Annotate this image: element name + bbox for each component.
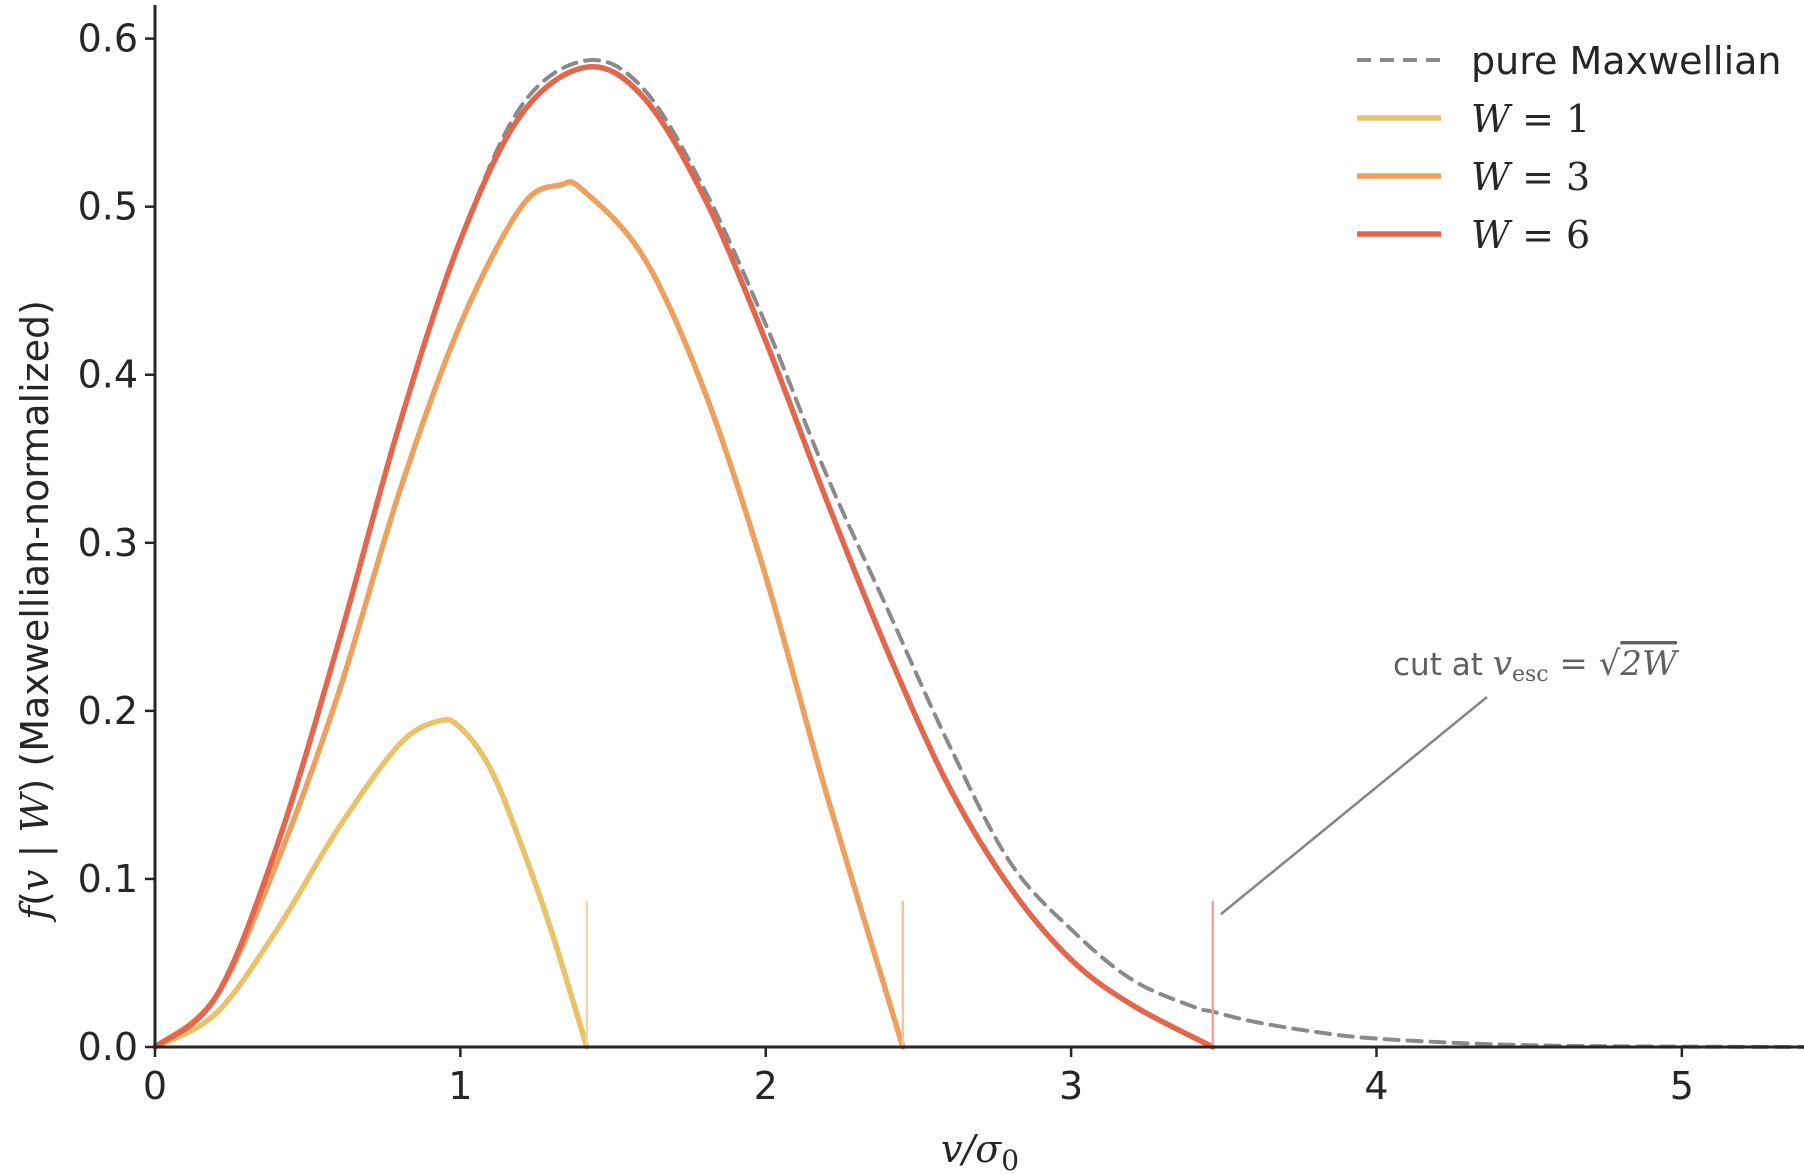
legend-item: W = 6 xyxy=(1357,213,1590,257)
legend-item: W = 3 xyxy=(1357,155,1590,199)
y-tick-label: 0.2 xyxy=(78,689,138,733)
series-line-w-6 xyxy=(152,64,1216,1050)
series-line-w-1 xyxy=(152,716,590,1050)
x-tick-label: 2 xyxy=(754,1064,778,1108)
x-tick-label: 0 xyxy=(143,1064,167,1108)
y-tick-label: 0.3 xyxy=(78,521,138,565)
legend: pure Maxwellian W = 1 W = 3 W = 6 xyxy=(1357,39,1782,257)
legend-item: pure Maxwellian xyxy=(1357,39,1782,83)
x-tick-label: 1 xyxy=(448,1064,472,1108)
plot-area xyxy=(152,57,1804,1050)
series-line-pure-maxwellian xyxy=(153,57,1804,1049)
annotation: cut at vesc = √2W xyxy=(1220,644,1680,916)
y-axis-label: f(v | W) (Maxwellian-normalized) xyxy=(13,300,58,923)
y-tick-label: 0.0 xyxy=(78,1025,138,1069)
series-layer xyxy=(152,57,1804,1050)
y-tick-label: 0.4 xyxy=(78,353,138,397)
series-line-w-3 xyxy=(152,179,906,1050)
legend-label: W = 6 xyxy=(1471,213,1590,257)
x-tick-label: 5 xyxy=(1670,1064,1694,1108)
annotation-text: cut at vesc = √2W xyxy=(1393,644,1680,687)
y-axis-ticks: 0.0 0.1 0.2 0.3 0.4 0.5 0.6 xyxy=(78,17,155,1069)
x-axis-label: v/σ0 xyxy=(941,1127,1019,1174)
legend-label: W = 3 xyxy=(1471,155,1590,199)
annotation-arrow xyxy=(1220,696,1488,916)
x-tick-label: 4 xyxy=(1364,1064,1388,1108)
x-axis-ticks: 0 1 2 3 4 5 xyxy=(143,1047,1694,1108)
y-tick-label: 0.5 xyxy=(78,185,138,229)
legend-label: W = 1 xyxy=(1471,97,1590,141)
legend-label: pure Maxwellian xyxy=(1471,39,1782,83)
y-tick-label: 0.6 xyxy=(78,17,138,61)
y-tick-label: 0.1 xyxy=(78,857,138,901)
x-tick-label: 3 xyxy=(1059,1064,1083,1108)
svg-text:f(v | W) (Maxwellian-normaliz: f(v | W) (Maxwellian-normalized) xyxy=(13,300,58,923)
cutoff-markers xyxy=(585,900,1215,1047)
legend-item: W = 1 xyxy=(1357,97,1590,141)
